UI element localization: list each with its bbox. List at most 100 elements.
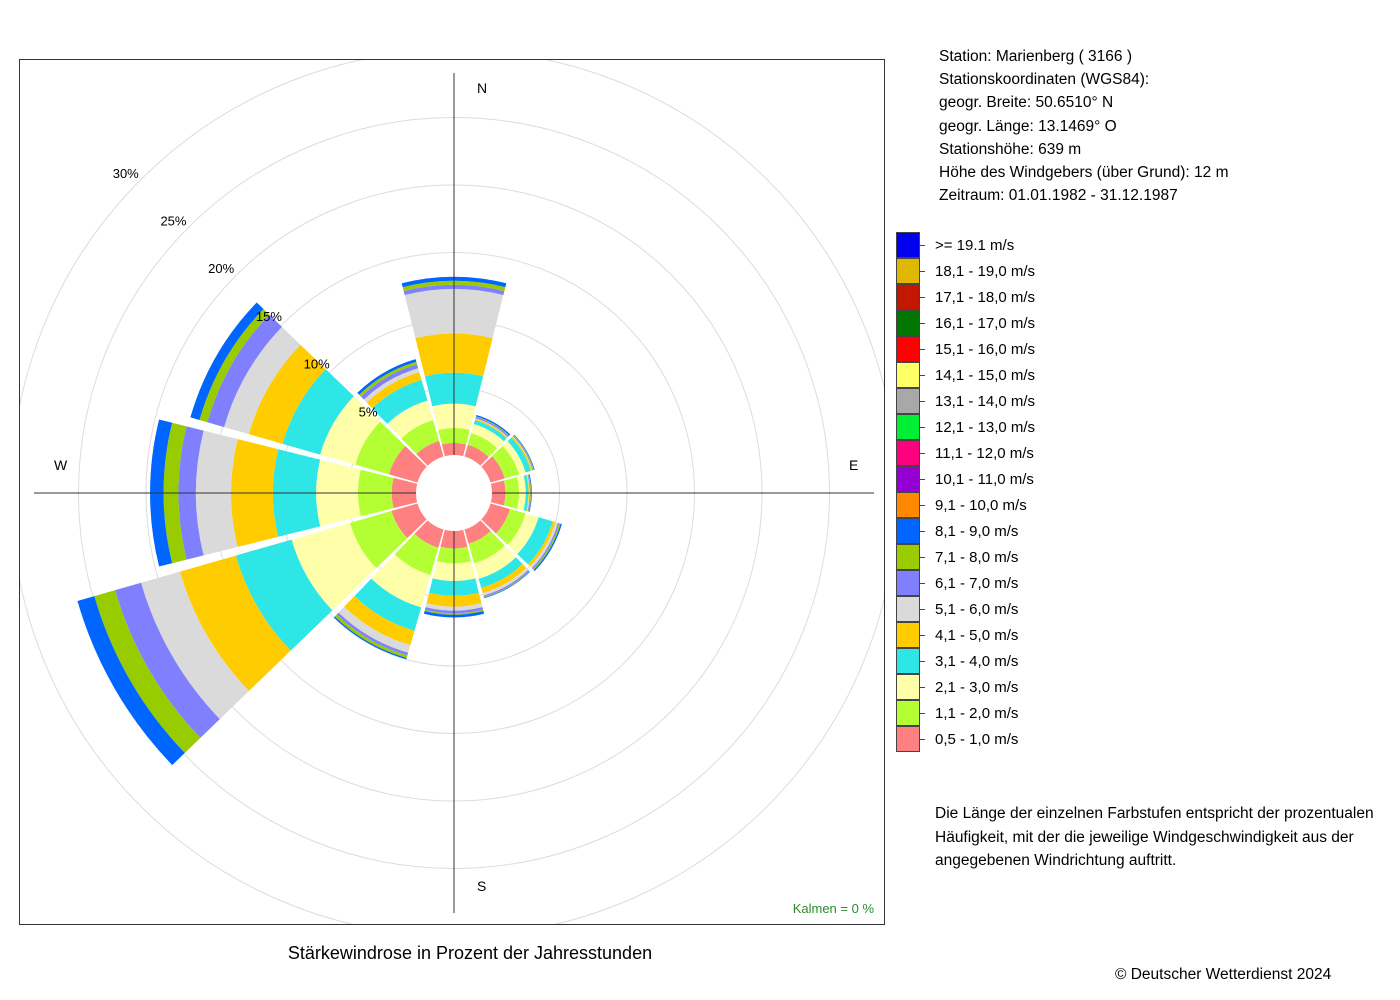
legend-swatch [896, 700, 920, 726]
legend-label: 18,1 - 19,0 m/s [935, 263, 1036, 280]
sector-120-bin-1 [495, 509, 526, 545]
legend-tick [920, 505, 925, 506]
explanation-note: Die Länge der einzelnen Farbstufen entsp… [935, 805, 1374, 869]
legend-swatch [896, 232, 920, 258]
legend-label: 16,1 - 17,0 m/s [935, 315, 1036, 332]
calm-label: Kalmen = 0 % [792, 901, 874, 916]
legend-swatch [896, 440, 920, 466]
sector-120-bin-4 [527, 521, 556, 567]
sector-300-bin-2 [320, 396, 381, 465]
sector-300-bin-4 [248, 344, 326, 444]
sector-240-bin-7 [94, 590, 201, 753]
legend-swatch [896, 362, 920, 388]
legend-tick [920, 687, 925, 688]
chart-title: Stärkewindrose in Prozent der Jahresstun… [287, 943, 653, 963]
legend-tick [920, 739, 925, 740]
legend-swatch [896, 648, 920, 674]
sector-90-bin-4 [526, 474, 530, 512]
sector-0-bin-6 [403, 284, 505, 296]
direction-label-east: E [849, 457, 859, 473]
sector-330-bin-1 [401, 420, 440, 455]
legend-label: 0,5 - 1,0 m/s [935, 731, 1019, 748]
legend-swatch [896, 336, 920, 362]
legend-swatch [896, 466, 920, 492]
sector-330-bin-3 [372, 379, 428, 424]
sector-240-bin-5 [141, 571, 249, 720]
sector-330-bin-6 [361, 364, 419, 400]
station-sensor-height: Höhe des Windgebers (über Grund): 12 m [939, 164, 1229, 182]
sector-150-bin-0 [464, 520, 491, 544]
ring-label-30: 30% [113, 166, 139, 181]
legend-swatch [896, 284, 920, 310]
sector-300-bin-1 [355, 421, 406, 475]
sector-330-bin-0 [416, 440, 444, 466]
legend-tick [920, 635, 925, 636]
legend-tick [920, 323, 925, 324]
legend-label: 13,1 - 14,0 m/s [935, 393, 1036, 410]
legend-tick [920, 401, 925, 402]
legend-swatch [896, 388, 920, 414]
wind-rose-svg: 5% 10% 15% 20% 25% 30% [20, 60, 884, 924]
sector-240-bin-3 [235, 539, 333, 651]
sector-0-bin-7 [402, 280, 506, 292]
sector-330-bin-2 [387, 400, 434, 439]
sector-180-bin-7 [424, 609, 484, 615]
sector-120-bin-3 [517, 517, 553, 565]
sector-330-bin-5 [363, 368, 420, 403]
sector-90-bin-7 [528, 474, 532, 512]
station-info: Station: Marienberg ( 3166 ) Stationskoo… [939, 45, 1228, 207]
legend-tick [920, 453, 925, 454]
legend-swatch [896, 492, 920, 518]
legend-label: 11,1 - 12,0 m/s [935, 445, 1034, 462]
sector-150-bin-5 [482, 567, 529, 596]
sector-240-bin-4 [179, 555, 291, 692]
legend-swatch [896, 726, 920, 752]
legend-label: 15,1 - 16,0 m/s [935, 341, 1036, 358]
sector-120-bin-5 [529, 522, 559, 569]
station-longitude: geogr. Länge: 13.1469° O [939, 117, 1117, 135]
direction-label-north: N [477, 80, 488, 96]
legend-tick [920, 661, 925, 662]
sector-30-bin-1 [467, 433, 498, 457]
sector-30-bin-8 [476, 414, 511, 436]
legend-label: 10,1 - 11,0 m/s [935, 471, 1034, 488]
sector-240-bin-6 [115, 582, 220, 738]
sector-300-bin-7 [199, 309, 270, 423]
legend-tick [920, 557, 925, 558]
sector-60-bin-2 [502, 441, 526, 475]
sector-210-bin-4 [344, 596, 415, 646]
wind-rose-plot: 5% 10% 15% 20% 25% 30% N E S W Kalmen = 0 % [19, 59, 885, 925]
legend-swatch [896, 544, 920, 570]
legend-tick [920, 297, 925, 298]
sector-300-bin-3 [282, 369, 354, 455]
legend-label: 1,1 - 2,0 m/s [935, 705, 1019, 722]
sector-150-bin-2 [474, 545, 517, 579]
sector-90-bin-8 [528, 474, 532, 512]
sector-120-bin-2 [507, 513, 539, 555]
sector-60-bin-1 [492, 445, 520, 479]
sector-150-bin-4 [481, 564, 527, 594]
legend-label: 3,1 - 4,0 m/s [935, 653, 1019, 670]
legend-label: 4,1 - 5,0 m/s [935, 627, 1019, 644]
legend-tick [920, 583, 925, 584]
sector-330-bin-4 [366, 372, 422, 409]
sector-60-bin-4 [511, 436, 533, 471]
legend-swatch [896, 258, 920, 284]
sector-300-bin-6 [207, 314, 282, 428]
legend-label: 5,1 - 6,0 m/s [935, 601, 1019, 618]
sector-240-bin-2 [291, 522, 377, 611]
legend-label: 14,1 - 15,0 m/s [935, 367, 1036, 384]
legend-tick [920, 609, 925, 610]
sector-210-bin-7 [334, 614, 408, 659]
sector-90-bin-6 [527, 474, 531, 512]
ring-label-10: 10% [304, 357, 330, 372]
sector-30-bin-0 [464, 444, 489, 466]
sector-150-bin-6 [483, 569, 530, 598]
sector-60-bin-3 [507, 437, 531, 473]
sector-120-bin-0 [481, 503, 510, 534]
legend-swatch [896, 674, 920, 700]
sector-300-bin-0 [388, 445, 427, 483]
legend-tick [920, 349, 925, 350]
legend-swatch [896, 570, 920, 596]
copyright: © Deutscher Wetterdienst 2024 [1115, 966, 1332, 983]
